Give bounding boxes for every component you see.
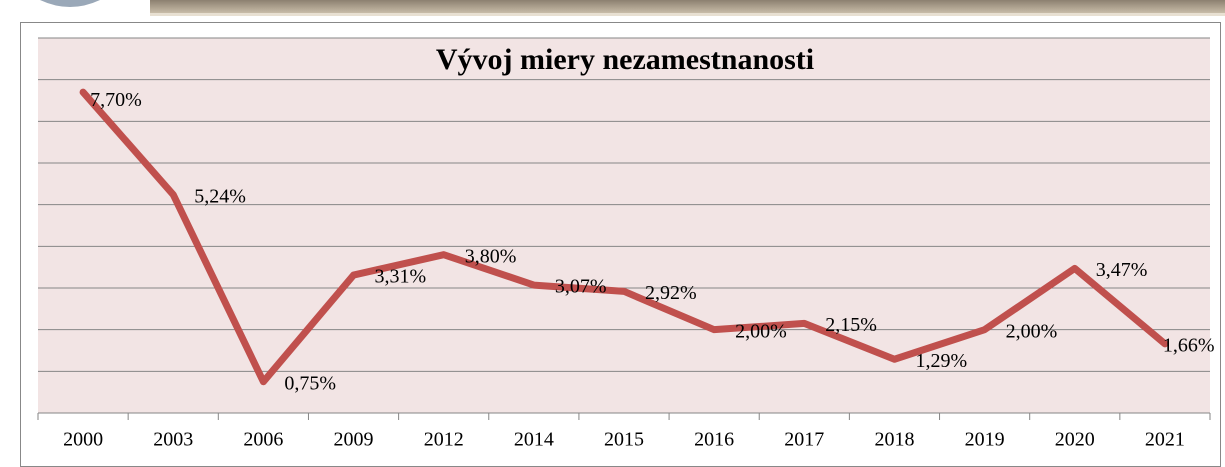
x-tick-label: 2006	[243, 429, 283, 451]
data-label: 2,00%	[735, 320, 787, 342]
x-tick-label: 2020	[1055, 429, 1095, 451]
top-bar-edge	[150, 13, 1225, 16]
data-label: 3,80%	[465, 245, 517, 267]
x-tick-label: 2015	[604, 429, 644, 451]
x-tick-label: 2014	[514, 429, 554, 451]
data-label: 0,75%	[284, 372, 336, 394]
plot-area	[38, 38, 1210, 413]
x-tick-label: 2018	[874, 429, 914, 451]
x-tick-label: 2009	[334, 429, 374, 451]
logo	[40, 0, 100, 7]
data-label: 1,29%	[915, 350, 967, 372]
x-tick-label: 2021	[1145, 429, 1185, 451]
x-tick-label: 2012	[424, 429, 464, 451]
data-label: 7,70%	[90, 89, 142, 111]
x-tick-label: 2000	[63, 429, 103, 451]
data-label: 3,47%	[1096, 259, 1148, 281]
data-label: 2,92%	[645, 282, 697, 304]
data-label: 5,24%	[194, 185, 246, 207]
top-bar	[150, 0, 1225, 13]
x-tick-label: 2019	[965, 429, 1005, 451]
data-label: 2,15%	[825, 314, 877, 336]
line-series	[79, 88, 1169, 386]
data-label: 3,31%	[375, 266, 427, 288]
data-label: 1,66%	[1163, 334, 1215, 356]
x-tick-label: 2003	[153, 429, 193, 451]
x-tick-label: 2016	[694, 429, 734, 451]
chart-title: Vývoj miery nezamestnanosti	[436, 43, 814, 76]
x-tick-label: 2017	[784, 429, 824, 451]
data-label: 3,07%	[555, 276, 607, 298]
data-label: 2,00%	[1006, 320, 1058, 342]
